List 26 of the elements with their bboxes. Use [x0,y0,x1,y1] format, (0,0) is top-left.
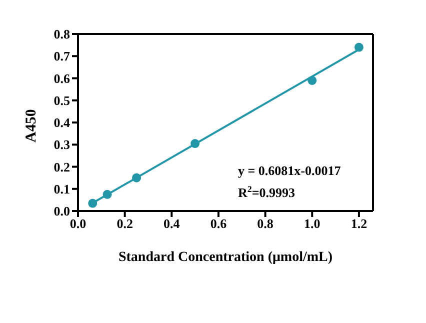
x-tick-label: 0.0 [70,216,86,232]
x-tick-label: 0.2 [116,216,133,232]
point [102,190,112,199]
y-tick-label: 0.2 [54,159,70,174]
annotation: y = 0.6081x-0.0017 [238,163,342,178]
point [132,173,142,182]
x-axis-title: Standard Concentration (μmol/mL) [118,250,333,265]
y-tick-label: 0.0 [54,204,70,219]
point [88,198,98,208]
point [190,139,200,148]
x-tick-label: 0.4 [164,216,180,232]
x-tick-label: 1.2 [350,216,368,232]
point [308,76,317,85]
x-tick-label: 0.8 [257,216,274,232]
y-tick-label: 0.5 [54,92,70,108]
annotation: R$^{2}$=0.9993 [238,184,296,200]
x-tick-label: 0.6 [210,216,228,232]
x-tick-label: 1.0 [304,216,320,232]
point [354,42,364,52]
y-tick-label: 0.4 [54,115,70,130]
y-tick-label: 0.8 [54,26,70,42]
y-tick-label: 0.6 [54,70,70,86]
y-tick-label: 0.3 [54,137,70,152]
y-tick-label: 0.1 [54,181,70,196]
y-axis-title: A450 [23,109,40,142]
y-tick-label: 0.7 [54,48,70,64]
